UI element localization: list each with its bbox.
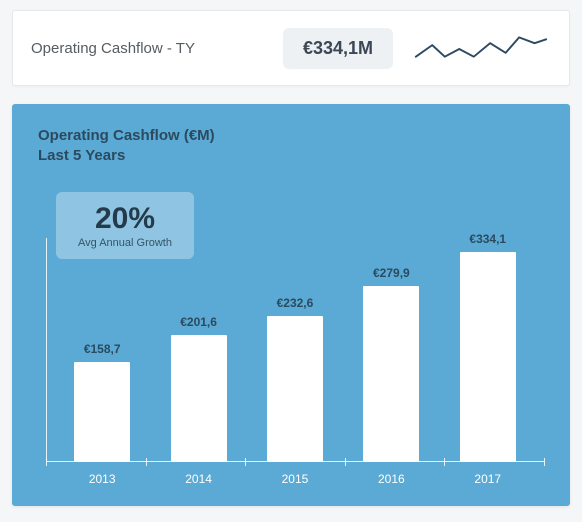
cashflow-chart-card: Operating Cashflow (€M) Last 5 Years 20%… bbox=[12, 104, 570, 506]
bar-col: €158,7 bbox=[66, 342, 138, 462]
bar-value-label: €334,1 bbox=[469, 232, 506, 246]
bar-value-label: €279,9 bbox=[373, 266, 410, 280]
xaxis-label: 2017 bbox=[452, 466, 524, 488]
xaxis-label: 2014 bbox=[163, 466, 235, 488]
chart-title-line1: Operating Cashflow (€M) bbox=[38, 127, 215, 144]
chart-title-line2: Last 5 Years bbox=[38, 147, 125, 164]
chart-title: Operating Cashflow (€M) Last 5 Years bbox=[38, 126, 544, 167]
bar bbox=[171, 335, 227, 462]
xaxis-label: 2015 bbox=[259, 466, 331, 488]
summary-card: Operating Cashflow - TY €334,1M bbox=[12, 10, 570, 86]
bar-value-label: €201,6 bbox=[180, 315, 217, 329]
bar-col: €232,6 bbox=[259, 296, 331, 462]
axis-tick bbox=[544, 458, 545, 466]
bar bbox=[363, 286, 419, 462]
xaxis-label: 2016 bbox=[355, 466, 427, 488]
bar bbox=[267, 316, 323, 462]
bar-col: €279,9 bbox=[355, 266, 427, 462]
bar-value-label: €158,7 bbox=[84, 342, 121, 356]
xaxis-row: 2013 2014 2015 2016 2017 bbox=[46, 466, 544, 488]
bars-area: €158,7€201,6€232,6€279,9€334,1 201320142… bbox=[46, 208, 544, 488]
sparkline bbox=[411, 27, 551, 69]
bar-col: €334,1 bbox=[452, 232, 524, 462]
bars-row: €158,7 €201,6 €232,6 €279,9 €334,1 bbox=[46, 208, 544, 462]
bar bbox=[74, 362, 130, 462]
bar-col: €201,6 bbox=[163, 315, 235, 462]
bar bbox=[460, 252, 516, 462]
xaxis-label: 2013 bbox=[66, 466, 138, 488]
summary-title: Operating Cashflow - TY bbox=[31, 40, 265, 57]
summary-metric: €334,1M bbox=[283, 28, 393, 69]
bar-value-label: €232,6 bbox=[277, 296, 314, 310]
